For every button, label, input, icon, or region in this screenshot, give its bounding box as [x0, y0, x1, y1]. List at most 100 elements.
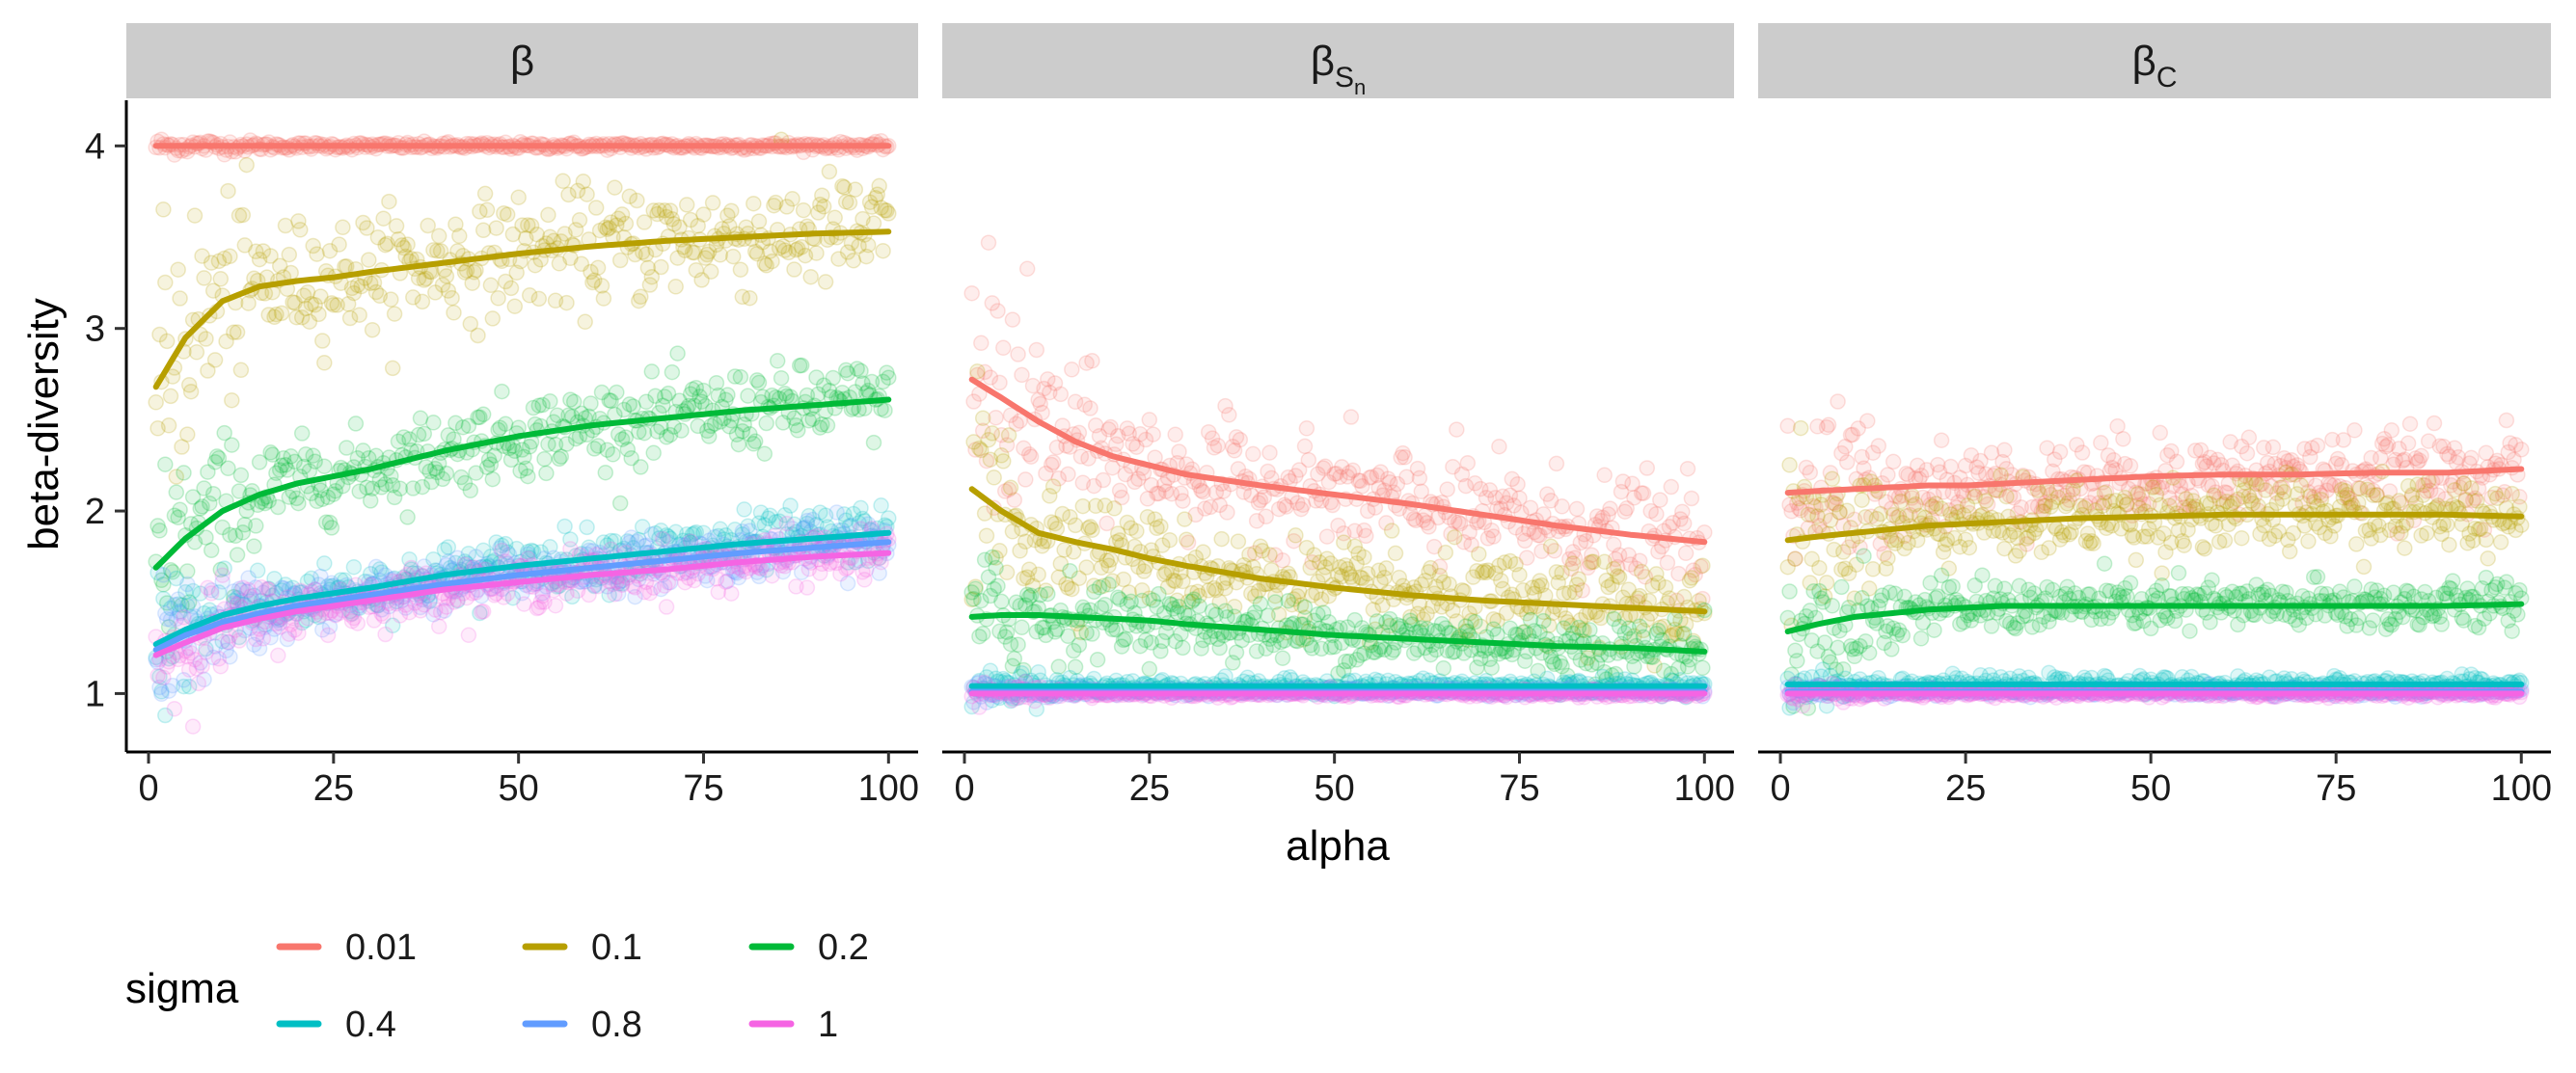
data-point	[793, 357, 810, 374]
data-point	[1459, 455, 1477, 471]
data-point	[610, 210, 627, 228]
data-point	[229, 547, 246, 563]
data-point	[536, 450, 553, 468]
data-point	[218, 333, 234, 350]
data-point	[446, 305, 462, 321]
data-point	[740, 388, 756, 404]
data-point	[468, 261, 484, 279]
data-point	[828, 504, 845, 521]
data-point	[162, 388, 179, 405]
data-point	[1060, 466, 1076, 483]
data-point	[151, 523, 168, 539]
data-point	[1639, 460, 1656, 476]
data-point	[664, 211, 681, 228]
data-point	[447, 216, 464, 232]
data-point	[157, 274, 174, 291]
data-point	[466, 264, 482, 281]
data-point	[1141, 660, 1158, 678]
data-point	[973, 335, 990, 352]
data-point	[1661, 590, 1678, 606]
data-point	[1245, 445, 1261, 463]
data-point	[605, 446, 621, 463]
data-point	[1696, 523, 1713, 541]
data-point	[260, 307, 277, 323]
data-point	[611, 495, 629, 512]
data-point	[390, 231, 407, 248]
data-point	[1095, 471, 1112, 489]
data-point	[627, 246, 643, 263]
data-point	[430, 228, 447, 245]
data-point	[234, 206, 252, 224]
data-point	[881, 205, 897, 222]
data-point	[871, 177, 887, 195]
data-point	[1219, 504, 1235, 521]
data-point	[643, 268, 661, 285]
data-point	[721, 218, 738, 234]
data-point	[1260, 607, 1276, 624]
data-point	[1010, 636, 1026, 653]
data-point	[808, 245, 825, 261]
data-point	[695, 206, 712, 223]
data-point	[1082, 400, 1098, 416]
points-layer	[1779, 393, 2530, 716]
data-point	[312, 288, 329, 305]
data-point	[316, 555, 333, 572]
data-point	[214, 567, 230, 583]
data-point	[633, 288, 649, 306]
data-point	[184, 718, 202, 735]
data-point	[523, 217, 540, 234]
data-point	[255, 630, 272, 647]
data-point	[586, 272, 603, 289]
data-point	[712, 247, 729, 263]
data-point	[584, 274, 601, 291]
data-point	[827, 209, 843, 227]
data-point	[575, 174, 592, 190]
data-point	[645, 202, 662, 219]
data-point	[504, 226, 522, 243]
data-point	[641, 277, 659, 293]
x-tick-label: 75	[1499, 768, 1539, 809]
data-point	[375, 210, 392, 227]
data-point	[160, 417, 177, 434]
data-point	[222, 248, 238, 265]
data-point	[366, 274, 383, 291]
data-point	[206, 352, 224, 368]
data-point	[1022, 448, 1040, 465]
data-point	[684, 244, 701, 261]
data-point	[1659, 554, 1676, 571]
data-point	[303, 295, 320, 312]
data-point	[349, 615, 366, 631]
data-point	[1356, 549, 1372, 566]
data-point	[1221, 407, 1237, 423]
data-point	[416, 272, 433, 288]
data-point	[589, 259, 607, 276]
data-point	[502, 280, 520, 297]
data-point	[1002, 479, 1019, 496]
data-point	[1677, 545, 1695, 562]
data-point	[881, 369, 897, 386]
data-point	[995, 453, 1012, 469]
x-tick-label: 50	[499, 768, 539, 809]
data-point	[1288, 527, 1304, 544]
data-point	[1378, 560, 1395, 577]
data-point	[1387, 545, 1404, 562]
data-point	[633, 459, 649, 475]
data-point	[764, 253, 780, 270]
data-point	[499, 206, 516, 223]
data-point	[1838, 454, 1856, 470]
data-point	[1570, 571, 1587, 587]
data-point	[1000, 427, 1017, 443]
facet-strip-label: β	[510, 38, 534, 85]
data-point	[384, 360, 401, 377]
data-point	[434, 277, 451, 293]
data-point	[1820, 416, 1837, 433]
x-tick-label: 25	[1129, 768, 1170, 809]
data-point	[1342, 409, 1360, 425]
data-point	[538, 465, 555, 482]
data-point	[1261, 547, 1278, 563]
data-point	[1683, 490, 1700, 507]
data-point	[194, 248, 210, 264]
data-point	[1209, 437, 1227, 454]
